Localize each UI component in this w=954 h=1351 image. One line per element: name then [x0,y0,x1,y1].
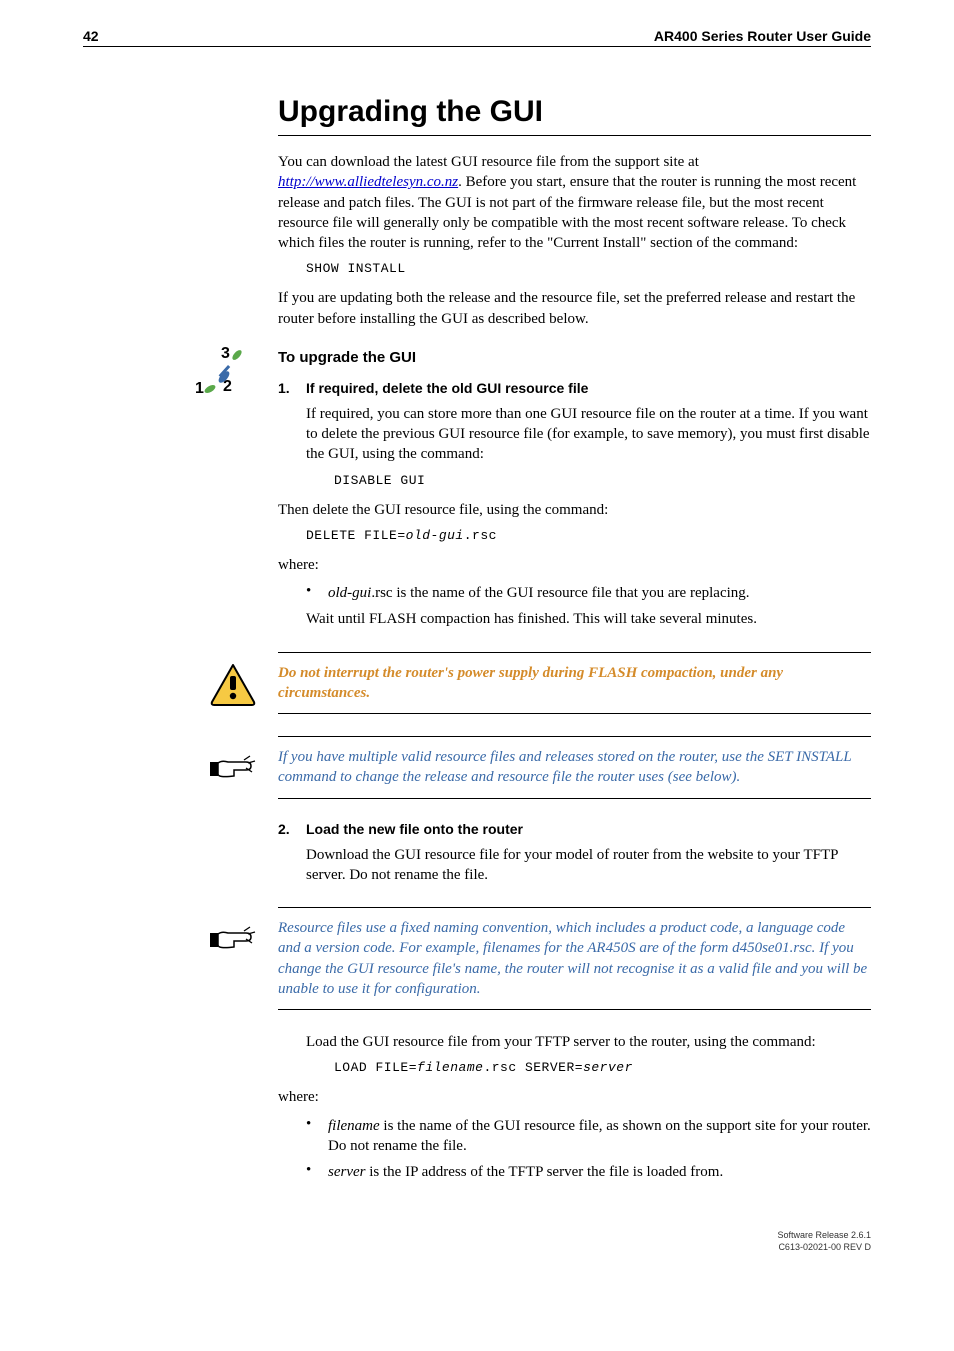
bullet-text: server is the IP address of the TFTP ser… [328,1162,723,1182]
step-2b-where: where: [278,1087,871,1107]
bullet-rest: is the name of the GUI resource file, as… [328,1118,871,1154]
step-1-where: where: [278,555,871,575]
bullet-marker: • [306,583,328,603]
cmd-load-file: LOAD FILE=filename.rsc SERVER=server [334,1060,871,1075]
note-callout-1: If you have multiple valid resource file… [208,736,871,799]
procedure-title-text: To upgrade the GUI [278,349,416,366]
hand-pointing-icon [208,917,258,962]
support-link[interactable]: http://www.alliedtelesyn.co.nz [278,174,458,190]
page-number: 42 [83,28,99,44]
page-header: 42 AR400 Series Router User Guide [83,28,871,47]
page-footer: Software Release 2.6.1 C613-02021-00 REV… [83,1230,871,1253]
cmd-delete-pre: DELETE FILE= [306,528,406,543]
main-content: Upgrading the GUI You can download the l… [278,95,871,1182]
bullet-marker: • [306,1116,328,1157]
bullet-rest: .rsc is the name of the GUI resource fil… [371,585,749,601]
cmd-show-install: SHOW INSTALL [306,261,871,276]
step-2b-p2: Load the GUI resource file from your TFT… [306,1032,871,1052]
step-2-body: Download the GUI resource file for your … [306,845,871,886]
bullet-term: old-gui [328,585,371,601]
note-callout-2: Resource files use a fixed naming conven… [208,907,871,1010]
step-1-number: 1. [278,380,306,396]
warning-text: Do not interrupt the router's power supp… [278,663,871,704]
step-2-title: Load the new file onto the router [306,821,523,837]
note-2-text: Resource files use a fixed naming conven… [278,918,871,999]
bullet-rest: is the IP address of the TFTP server the… [366,1164,724,1180]
warning-triangle-icon [208,662,258,707]
cmd-delete-file: DELETE FILE=old-gui.rsc [306,528,871,543]
svg-text:1: 1 [195,380,204,397]
cmd-delete-post: .rsc [464,528,497,543]
procedure-heading: 1 2 3 To upgrade the GUI [278,349,871,366]
step-2-number: 2. [278,821,306,837]
bullet-term: server [328,1164,366,1180]
step-1-p2: Then delete the GUI resource file, using… [278,500,871,520]
intro-paragraph: You can download the latest GUI resource… [278,152,871,253]
intro-paragraph-2: If you are updating both the release and… [278,288,871,329]
cmd-load-pre: LOAD FILE= [334,1060,417,1075]
bullet-text: filename is the name of the GUI resource… [328,1116,871,1157]
bullet-term: filename [328,1118,380,1134]
cmd-load-p1: filename [417,1060,483,1075]
step-2b-bullet-2: • server is the IP address of the TFTP s… [306,1162,871,1182]
step-2b-body: Load the GUI resource file from your TFT… [306,1032,871,1075]
svg-text:3: 3 [221,345,230,362]
step-1-p1: If required, you can store more than one… [306,404,871,465]
step-2-header: 2. Load the new file onto the router [278,821,871,837]
warning-callout: Do not interrupt the router's power supp… [208,652,871,715]
note-1-text: If you have multiple valid resource file… [278,747,871,788]
step-1-body: If required, you can store more than one… [306,404,871,488]
hand-pointing-icon [208,746,258,791]
steps-123-icon: 1 2 3 [193,345,253,400]
page-title: Upgrading the GUI [278,95,871,136]
step-1-header: 1. If required, delete the old GUI resou… [278,380,871,396]
step-1-p3: Wait until FLASH compaction has finished… [306,609,871,629]
step-1-bullet: • old-gui.rsc is the name of the GUI res… [306,583,871,603]
guide-title: AR400 Series Router User Guide [654,28,871,44]
intro-pre: You can download the latest GUI resource… [278,154,699,170]
footer-line-1: Software Release 2.6.1 [83,1230,871,1242]
step-1-title: If required, delete the old GUI resource… [306,380,588,396]
cmd-load-mid: .rsc SERVER= [483,1060,583,1075]
step-2-p1: Download the GUI resource file for your … [306,845,871,886]
bullet-text: old-gui.rsc is the name of the GUI resou… [328,583,750,603]
cmd-load-p2: server [583,1060,633,1075]
cmd-disable-gui: DISABLE GUI [334,473,871,488]
cmd-delete-param: old-gui [406,528,464,543]
bullet-marker: • [306,1162,328,1182]
footer-line-2: C613-02021-00 REV D [83,1242,871,1254]
step-2b-bullet-1: • filename is the name of the GUI resour… [306,1116,871,1157]
